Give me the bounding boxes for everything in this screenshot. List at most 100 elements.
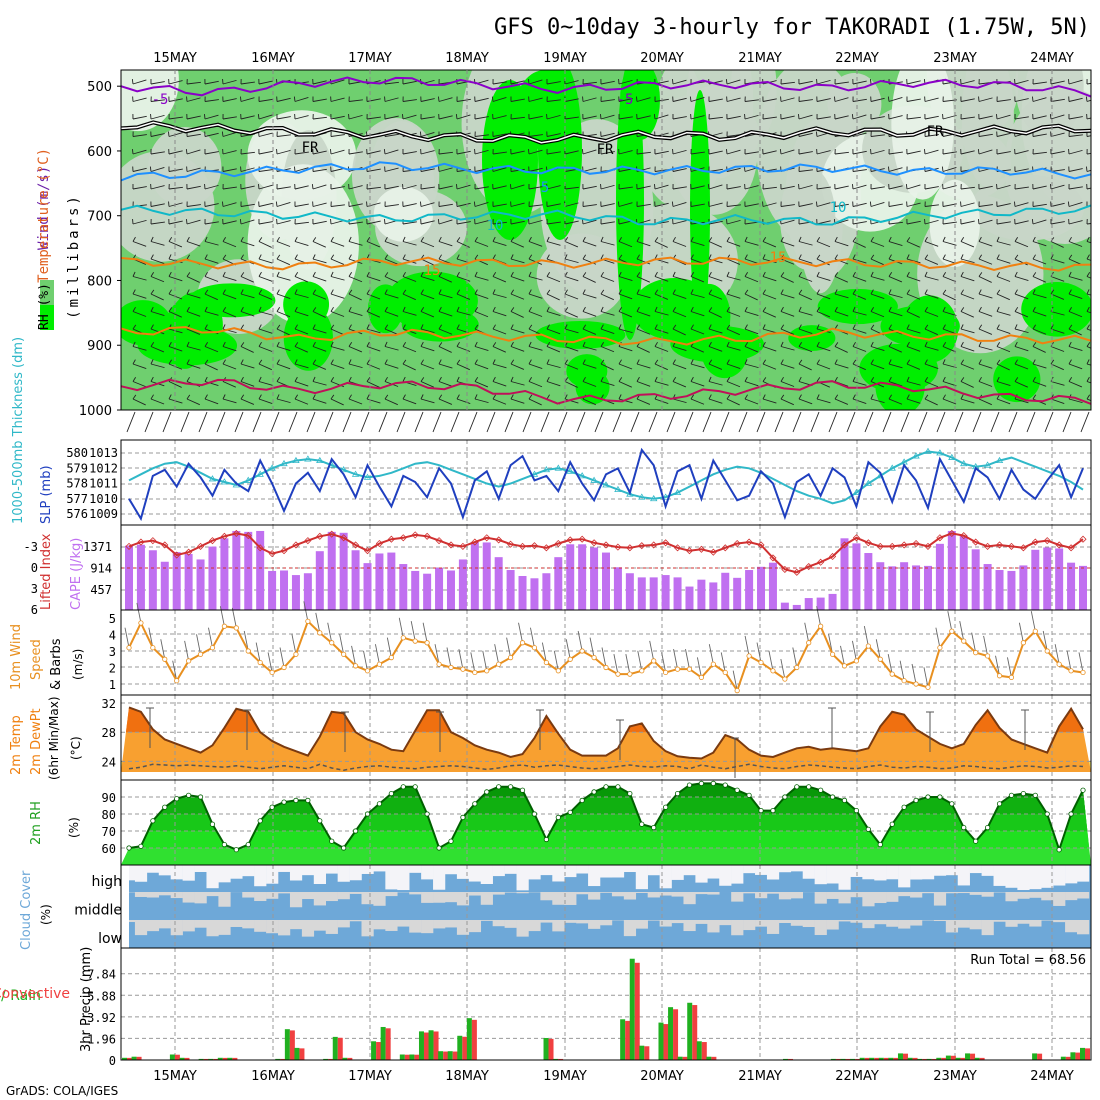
- wind-barb: [402, 183, 417, 190]
- wind-point: [663, 669, 669, 676]
- wind-barb: [276, 236, 291, 247]
- barb-flag: [438, 236, 442, 242]
- barb-shaft: [312, 293, 327, 300]
- barb-flag: [204, 113, 206, 120]
- wind-barb: [582, 78, 597, 85]
- wind-barb: [402, 201, 417, 207]
- wind-barb: [410, 621, 416, 642]
- wind-barb: [779, 148, 795, 155]
- wind-barb: [762, 271, 777, 282]
- precip-conv-bar: [548, 1038, 554, 1060]
- contour-label: 10: [487, 218, 504, 234]
- barb-flag: [222, 271, 226, 277]
- y-axis-label-millibars: (millibars): [66, 193, 82, 319]
- wind-barb: [1050, 289, 1065, 300]
- wind-barb: [618, 183, 633, 190]
- wind-barb: [600, 271, 615, 282]
- wind-barb: [577, 630, 583, 652]
- barb-flag: [240, 324, 245, 330]
- barb-flag: [582, 254, 587, 260]
- cloud-gap: [409, 892, 422, 895]
- barb-shaft: [654, 114, 669, 120]
- barb-flag: [222, 341, 226, 347]
- barb-shaft: [186, 204, 201, 207]
- barb-shaft: [240, 311, 255, 317]
- barb-shaft: [330, 204, 345, 207]
- cape-bar: [280, 570, 289, 610]
- cape-bar: [482, 542, 491, 610]
- wind-barb: [600, 183, 615, 190]
- barb-flag: [258, 289, 263, 295]
- wind-barb: [510, 324, 525, 334]
- barb-flag: [618, 377, 623, 382]
- surface-barb: [396, 411, 406, 433]
- wind-barb: [438, 272, 452, 283]
- wind-barb: [618, 96, 633, 102]
- li-point: [805, 562, 813, 571]
- wind-barb: [996, 254, 1011, 264]
- barb-shaft: [1050, 98, 1065, 102]
- wind-barb: [312, 359, 327, 370]
- barb-shaft: [366, 241, 381, 248]
- rh-moist-region: [401, 307, 479, 342]
- barb-shaft: [600, 203, 615, 207]
- wind-barb: [887, 96, 903, 102]
- wind-barb: [132, 131, 147, 137]
- rh-moist-region: [121, 300, 172, 346]
- thickness-line: [128, 450, 1084, 505]
- cape-bar: [423, 573, 432, 610]
- wind-barb: [768, 650, 774, 671]
- wind-barb: [546, 236, 561, 246]
- precip-total-bar: [696, 1041, 702, 1060]
- li-point: [399, 534, 407, 542]
- barb-shaft: [564, 202, 579, 207]
- wind-barb: [420, 201, 435, 207]
- cloud-gap: [755, 892, 768, 899]
- wind-barb: [172, 660, 178, 681]
- wind-barb: [348, 306, 363, 317]
- barb-shaft: [996, 151, 1011, 155]
- barb-shaft: [1068, 398, 1083, 404]
- barb-shaft: [924, 293, 939, 299]
- precip-conv-bar: [337, 1037, 343, 1060]
- barb-shaft: [798, 80, 813, 85]
- barb-shaft: [330, 134, 345, 137]
- barb-shaft: [528, 186, 543, 190]
- cloud-gap: [313, 865, 326, 885]
- barb-flag: [708, 237, 713, 242]
- barb-shaft: [384, 133, 399, 137]
- cloud-gap: [719, 920, 732, 926]
- wind-tick: 1: [109, 678, 116, 692]
- wind-barb: [330, 201, 345, 207]
- date-label-bottom: 17MAY: [348, 1069, 392, 1084]
- rh-point: [937, 794, 943, 800]
- wind-barb: [258, 324, 273, 334]
- barb-shaft: [708, 241, 722, 248]
- wind-barb: [941, 166, 957, 172]
- wind-barb: [168, 131, 183, 137]
- precip-total-bar: [217, 1057, 223, 1060]
- barb-shaft: [708, 150, 723, 155]
- barb-shaft: [276, 328, 290, 336]
- wind-barb: [255, 642, 261, 663]
- barb-shaft: [132, 363, 147, 369]
- cape-bar: [327, 531, 336, 610]
- barb-flag: [906, 307, 911, 312]
- li-point: [626, 544, 634, 552]
- date-label-top: 16MAY: [251, 51, 295, 66]
- barb-shaft: [798, 151, 813, 155]
- rh-point: [317, 818, 323, 824]
- barb-shaft: [564, 80, 579, 85]
- barb-shaft: [240, 241, 255, 247]
- barb-shaft: [312, 98, 327, 102]
- barb-flag: [528, 324, 533, 330]
- barb-flag: [888, 342, 893, 347]
- cloud-gap: [385, 892, 398, 897]
- wind-barb: [971, 632, 977, 653]
- precip-total-bar: [399, 1054, 405, 1060]
- wind-barb: [258, 237, 272, 248]
- cape-tick: 914: [90, 562, 112, 576]
- li-point: [173, 551, 181, 559]
- barb-shaft: [1068, 220, 1083, 225]
- barb-flag: [708, 254, 712, 260]
